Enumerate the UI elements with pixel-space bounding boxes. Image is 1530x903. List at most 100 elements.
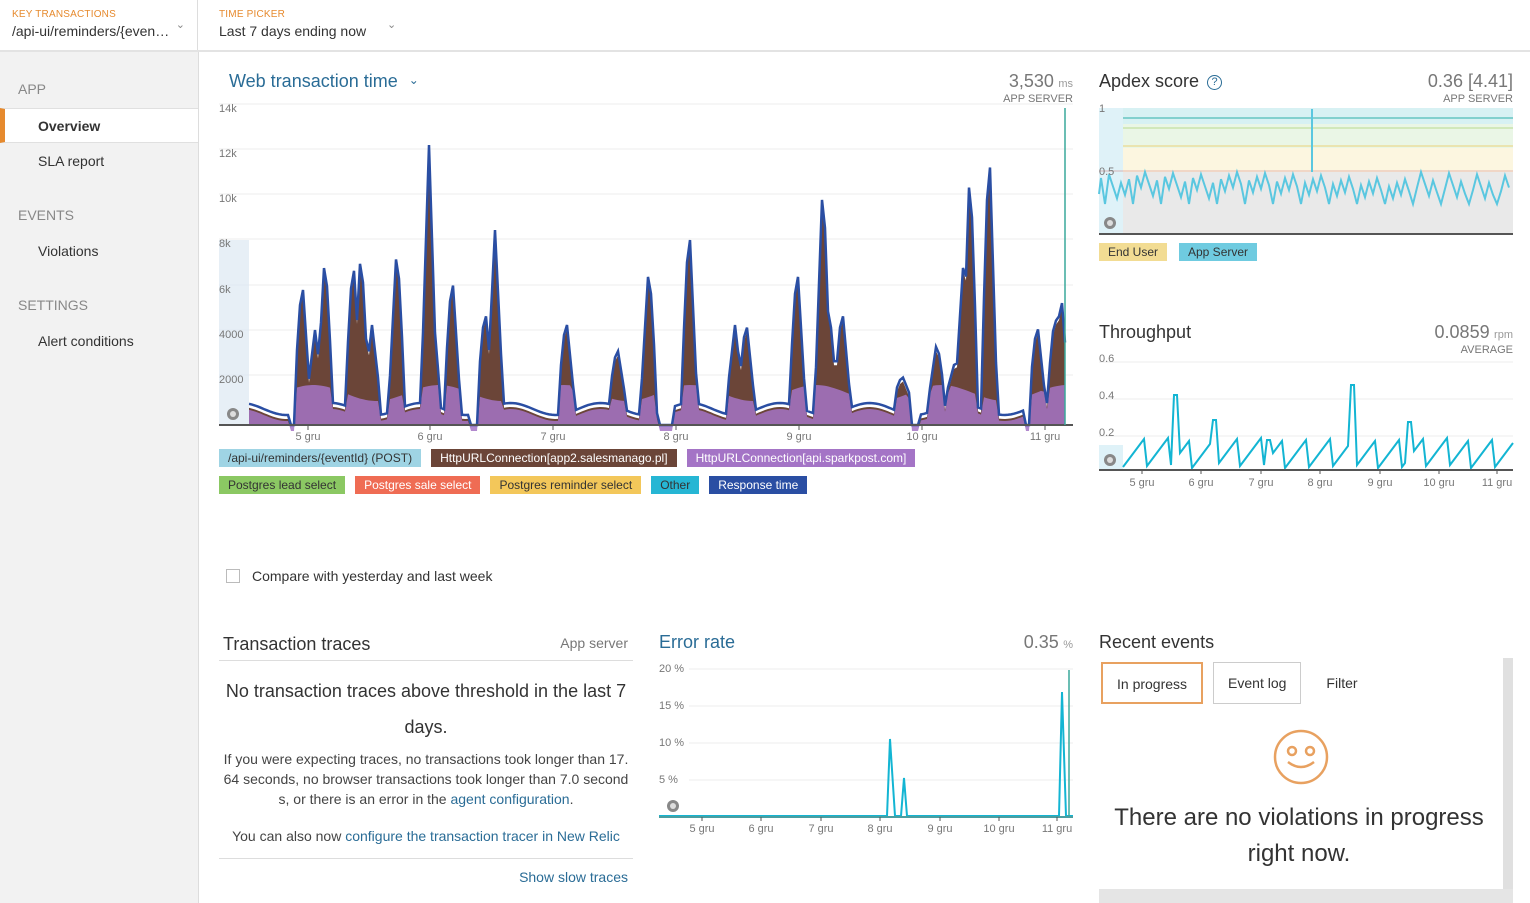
sidebar-section-events: EVENTS — [18, 207, 75, 223]
wtt-x-tick: 5 gru — [295, 431, 320, 443]
compare-checkbox[interactable] — [226, 569, 240, 583]
apdex-title-text: Apdex score — [1099, 71, 1200, 91]
legend-item[interactable]: Postgres reminder select — [490, 476, 642, 494]
transaction-traces-hint-end: . — [569, 791, 574, 807]
wtt-y-tick: 4000 — [219, 329, 243, 341]
transaction-traces-message: No transaction traces above threshold in… — [225, 681, 627, 737]
error-rate-x-tick: 6 gru — [748, 823, 773, 835]
wtt-x-tick: 8 gru — [663, 431, 688, 443]
apdex-scope: APP SERVER — [1443, 93, 1513, 105]
wtt-y-tick: 8k — [219, 238, 231, 250]
chevron-down-icon: ⌄ — [175, 19, 185, 31]
wtt-y-tick: 2000 — [219, 374, 243, 386]
error-rate-x-tick: 8 gru — [867, 823, 892, 835]
sidebar: APP Overview SLA report EVENTS Violation… — [0, 52, 199, 903]
error-rate-x-tick: 10 gru — [983, 823, 1014, 835]
error-rate-y-tick: 5 % — [659, 774, 678, 786]
apdex-metric: 0.36 [4.41] APP SERVER — [1428, 71, 1513, 105]
time-picker[interactable]: TIME PICKER Last 7 days ending now ⌄ — [207, 0, 407, 50]
legend-item[interactable]: Postgres lead select — [219, 476, 346, 494]
legend-item[interactable]: Postgres sale select — [355, 476, 481, 494]
legend-item[interactable]: /api-ui/reminders/{eventId} (POST) — [219, 449, 422, 467]
top-bar: KEY TRANSACTIONS /api-ui/reminders/{even… — [0, 0, 1530, 52]
web-transaction-time-metric: 3,530 ms APP SERVER — [1003, 71, 1073, 105]
time-picker-value: Last 7 days ending now — [219, 23, 367, 39]
transaction-traces-title: Transaction traces — [223, 634, 371, 654]
throughput-y-tick: 0.2 — [1099, 427, 1114, 439]
help-icon[interactable]: ? — [1207, 75, 1223, 90]
configure-tracer-link[interactable]: configure the transaction tracer in New … — [345, 828, 620, 844]
agent-configuration-link[interactable]: agent configuration — [450, 791, 570, 807]
web-transaction-time-unit: ms — [1058, 78, 1073, 90]
error-rate-value: 0.35 — [1023, 632, 1059, 652]
throughput-x-tick: 10 gru — [1423, 477, 1454, 489]
tab-in-progress[interactable]: In progress — [1101, 662, 1204, 704]
wtt-y-tick: 10k — [219, 193, 237, 205]
transaction-traces-also-text: You can also now — [232, 828, 346, 844]
throughput-x-tick: 8 gru — [1307, 477, 1332, 489]
web-transaction-time-title[interactable]: Web transaction time ⌄ — [229, 71, 419, 92]
apdex-title: Apdex score ? — [1099, 71, 1223, 92]
web-transaction-time-chart[interactable]: 14k 12k 10k 8k 6k 4000 2000 5 gru 6 gru 7 gru 8 g… — [219, 100, 1073, 443]
throughput-metric: 0.0859 rpm AVERAGE — [1435, 322, 1513, 356]
sidebar-item-alert-conditions[interactable]: Alert conditions — [38, 333, 134, 349]
tab-filter[interactable]: Filter — [1311, 662, 1373, 704]
error-rate-x-tick: 5 gru — [689, 823, 714, 835]
throughput-scope: AVERAGE — [1460, 344, 1513, 356]
throughput-x-tick: 9 gru — [1367, 477, 1392, 489]
recent-events-scrollbar[interactable] — [1503, 658, 1513, 890]
key-transactions-picker[interactable]: KEY TRANSACTIONS /api-ui/reminders/{even… — [0, 0, 198, 50]
error-rate-unit: % — [1063, 639, 1073, 651]
wtt-y-tick: 14k — [219, 103, 237, 115]
legend-item[interactable]: Response time — [709, 476, 808, 494]
tab-event-log[interactable]: Event log — [1213, 662, 1302, 704]
error-rate-x-tick: 9 gru — [927, 823, 952, 835]
transaction-traces-hint-text: If you were expecting traces, no transac… — [223, 751, 629, 807]
wtt-x-tick: 6 gru — [417, 431, 442, 443]
wtt-x-tick: 9 gru — [786, 431, 811, 443]
throughput-x-tick: 11 gru — [1482, 477, 1512, 489]
wtt-x-tick: 7 gru — [540, 431, 565, 443]
sidebar-item-overview[interactable]: Overview — [0, 108, 198, 143]
error-rate-y-tick: 10 % — [659, 737, 684, 749]
key-transactions-label: KEY TRANSACTIONS — [12, 9, 116, 20]
wtt-x-tick: 10 gru — [906, 431, 937, 443]
sidebar-item-sla-report[interactable]: SLA report — [38, 153, 105, 169]
compare-row[interactable]: Compare with yesterday and last week — [226, 568, 492, 584]
show-slow-traces-link[interactable]: Show slow traces — [519, 869, 628, 885]
sidebar-item-violations[interactable]: Violations — [38, 243, 99, 259]
throughput-x-tick: 5 gru — [1129, 477, 1154, 489]
web-transaction-time-scope: APP SERVER — [1003, 93, 1073, 105]
time-picker-label: TIME PICKER — [219, 9, 286, 20]
transaction-traces-hint: If you were expecting traces, no transac… — [219, 749, 633, 809]
recent-events-horizontal-scrollbar[interactable] — [1099, 889, 1513, 903]
recent-events-message: There are no violations in progress righ… — [1114, 804, 1484, 867]
apdex-legend-app-server[interactable]: App Server — [1179, 243, 1258, 261]
wtt-x-tick: 11 gru — [1030, 431, 1060, 443]
throughput-x-tick: 7 gru — [1248, 477, 1273, 489]
recent-events-title: Recent events — [1099, 632, 1215, 652]
key-transactions-value: /api-ui/reminders/{eventId} — [12, 23, 172, 39]
wtt-y-tick: 12k — [219, 148, 237, 160]
throughput-y-tick: 0.6 — [1099, 353, 1114, 365]
throughput-x-tick: 6 gru — [1188, 477, 1213, 489]
web-transaction-time-value: 3,530 — [1008, 71, 1054, 91]
error-rate-chart[interactable]: 20 % 15 % 10 % 5 % 5 gru 6 gru 7 gru 8 gru 9 gr… — [659, 662, 1073, 842]
error-rate-metric: 0.35 % — [1024, 632, 1073, 653]
legend-item[interactable]: HttpURLConnection[api.sparkpost.com] — [686, 449, 916, 467]
apdex-y-tick: 1 — [1099, 103, 1105, 115]
error-rate-y-tick: 20 % — [659, 663, 684, 675]
transaction-traces-scope: App server — [560, 635, 628, 651]
apdex-chart[interactable]: 1 0.5 — [1098, 103, 1513, 235]
transaction-traces-box: No transaction traces above threshold in… — [219, 660, 633, 859]
recent-events-tabs: In progress Event log Filter — [1101, 662, 1383, 704]
apdex-legend-end-user[interactable]: End User — [1099, 243, 1168, 261]
legend-item[interactable]: HttpURLConnection[app2.salesmanago.pl] — [431, 449, 677, 467]
sidebar-section-settings: SETTINGS — [18, 297, 89, 313]
error-rate-y-tick: 15 % — [659, 700, 684, 712]
throughput-value: 0.0859 — [1434, 322, 1490, 342]
throughput-chart[interactable]: 0.6 0.4 0.2 5 gru 6 gru 7 gru 8 gru 9 gru 10 gr… — [1099, 350, 1514, 490]
legend-item[interactable]: Other — [651, 476, 700, 494]
error-rate-title[interactable]: Error rate — [659, 632, 736, 652]
throughput-y-tick: 0.4 — [1099, 390, 1114, 402]
